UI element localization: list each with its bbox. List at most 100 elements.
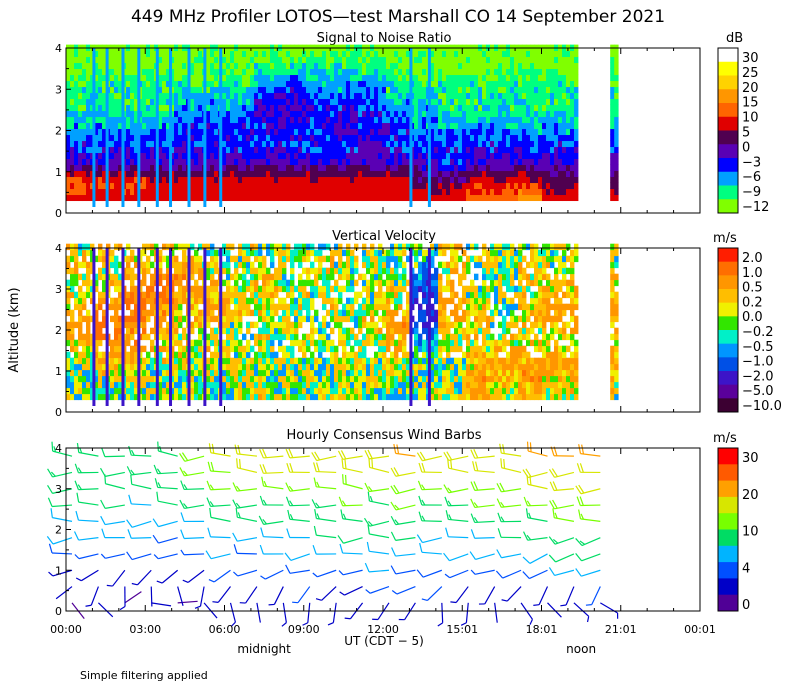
snr-cell [262,182,267,190]
snr-cell [466,116,471,124]
snr-cell [370,98,375,106]
snr-cell [158,176,163,184]
snr-cell [314,158,319,166]
snr-cell [210,128,215,136]
snr-ytick-label: 2 [55,125,62,138]
snr-cell [610,152,615,160]
snr-cell [442,74,447,82]
vv-cell [158,291,163,299]
snr-cell [458,122,463,130]
vv-cell [86,327,91,335]
snr-cell [190,170,195,178]
vv-cell [198,333,203,341]
snr-cell [270,56,275,64]
snr-cell [274,170,279,178]
vv-cell [150,393,155,401]
snr-cell [162,152,167,160]
vv-cell [114,267,119,275]
vv-cell [230,297,235,305]
vv-cell [294,333,299,341]
snr-cell [486,188,491,196]
snr-cell [562,122,567,130]
snr-cell [274,68,279,76]
snr-cell [378,146,383,154]
vv-cell [278,339,283,347]
snr-colorbar-label: 0 [742,140,750,155]
snr-cell [246,80,251,88]
snr-cell [414,74,419,82]
vv-cell [78,351,83,359]
snr-cell [366,110,371,118]
snr-cell [506,92,511,100]
snr-cell [490,140,495,148]
vv-cell [310,333,315,341]
snr-cell [322,74,327,82]
snr-cell [526,92,531,100]
vv-cell [206,357,211,365]
vv-cell [222,309,227,317]
snr-cell [270,92,275,100]
vv-cell [134,309,139,317]
snr-cell [74,146,79,154]
snr-cell [346,56,351,64]
vv-cell [150,297,155,305]
vv-cell [146,357,151,365]
snr-cell [518,86,523,94]
snr-cell [302,116,307,124]
vv-cell [278,333,283,341]
snr-cell [402,110,407,118]
snr-cell [158,80,163,88]
vv-cell [190,297,195,305]
snr-cell [94,146,99,154]
vv-cell [278,267,283,275]
snr-cell [306,74,311,82]
snr-cell [442,134,447,142]
vv-cell [286,243,291,251]
snr-cell [406,164,411,172]
vv-cell [286,363,291,371]
vv-cell [78,249,83,257]
snr-cell [394,152,399,160]
snr-cell [466,122,471,130]
vv-cell [258,273,263,281]
vv-cell [242,387,247,395]
snr-cell [518,68,523,76]
snr-cell [98,188,103,196]
vv-cell [330,303,335,311]
vv-heatmap [66,243,619,406]
snr-cell [262,128,267,136]
vv-cell [306,375,311,383]
vv-cell [110,387,115,395]
vv-cell [262,339,267,347]
snr-cell [418,86,423,94]
snr-cell [474,194,479,202]
vv-cell [302,255,307,263]
snr-cell [150,176,155,184]
vv-cell [102,273,107,281]
snr-cell [70,152,75,160]
snr-colorbar-swatch [718,185,738,200]
snr-cell [538,128,543,136]
vv-cell [262,387,267,395]
snr-cell [150,116,155,124]
snr-cell [150,74,155,82]
snr-cell [314,86,319,94]
vv-cell [298,381,303,389]
snr-cell [334,128,339,136]
vv-cell [146,351,151,359]
vv-cell [286,255,291,263]
snr-cell [86,128,91,136]
vv-cell [306,273,311,281]
vv-cell [222,261,227,269]
snr-cell [526,170,531,178]
vv-cell [182,255,187,263]
snr-cell [390,152,395,160]
vv-cell [226,345,231,353]
snr-cell [350,152,355,160]
snr-cell [162,164,167,172]
snr-cell [250,92,255,100]
vv-cell [266,249,271,257]
snr-cell [406,176,411,184]
vv-cell [334,303,339,311]
snr-cell [394,134,399,142]
